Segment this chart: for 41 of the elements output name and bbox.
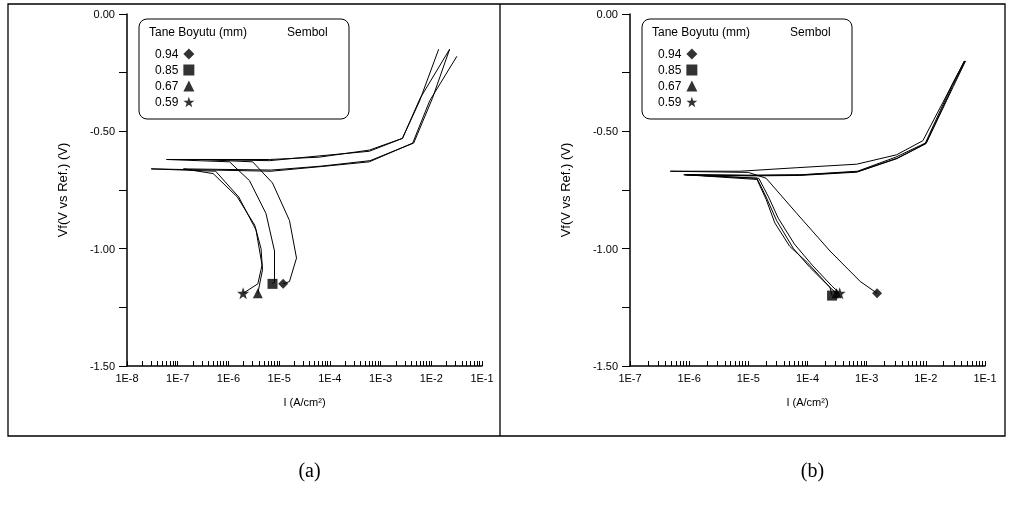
annotation: Sembol: [287, 25, 328, 39]
x-axis-title: I (A/cm²): [283, 395, 326, 408]
y-tick-label: -1.50: [89, 360, 115, 372]
y-tick-label: -0.50: [89, 125, 115, 138]
y-axis-title: Vf(V vs Ref.) (V): [55, 142, 70, 238]
legend-title: Tane Boyutu (mm): [652, 25, 751, 39]
x-tick-label: 1E-1: [470, 371, 494, 384]
legend-label: 0.59: [658, 95, 682, 109]
x-tick-label: 1E-1: [973, 371, 997, 384]
annotation: Sembol: [790, 25, 831, 39]
x-tick-label: 1E-8: [115, 371, 139, 384]
y-tick-label: 0.00: [596, 8, 618, 20]
x-tick-label: 1E-2: [419, 371, 443, 384]
x-tick-label: 1E-3: [855, 371, 879, 384]
y-tick-label: -0.50: [592, 125, 618, 138]
y-tick-label: -1.50: [592, 360, 618, 372]
x-tick-label: 1E-5: [267, 371, 291, 384]
x-tick-label: 1E-6: [677, 371, 701, 384]
y-tick-label: -1.00: [592, 242, 618, 255]
legend-label: 0.85: [155, 63, 179, 77]
x-tick-label: 1E-7: [166, 371, 190, 384]
legend-label: 0.85: [658, 63, 682, 77]
legend-label: 0.94: [155, 47, 179, 61]
y-tick-label: 0.00: [93, 8, 115, 20]
x-tick-label: 1E-7: [618, 371, 642, 384]
legend-label: 0.67: [155, 79, 179, 93]
x-tick-label: 1E-3: [368, 371, 393, 384]
x-tick-label: 1E-6: [216, 371, 241, 384]
x-tick-label: 1E-4: [795, 371, 820, 384]
x-tick-label: 1E-5: [736, 371, 760, 384]
x-axis-title: I (A/cm²): [786, 395, 829, 408]
legend-title: Tane Boyutu (mm): [149, 25, 248, 39]
text: (b): [800, 459, 825, 482]
x-tick-label: 1E-2: [914, 371, 938, 384]
y-tick-label: -1.00: [89, 242, 115, 255]
legend-label: 0.94: [658, 47, 682, 61]
y-axis-title: Vf(V vs Ref.) (V): [558, 142, 573, 238]
text: (a): [298, 459, 321, 482]
legend-label: 0.67: [658, 79, 682, 93]
legend-label: 0.59: [155, 95, 179, 109]
x-tick-label: 1E-4: [318, 371, 342, 384]
